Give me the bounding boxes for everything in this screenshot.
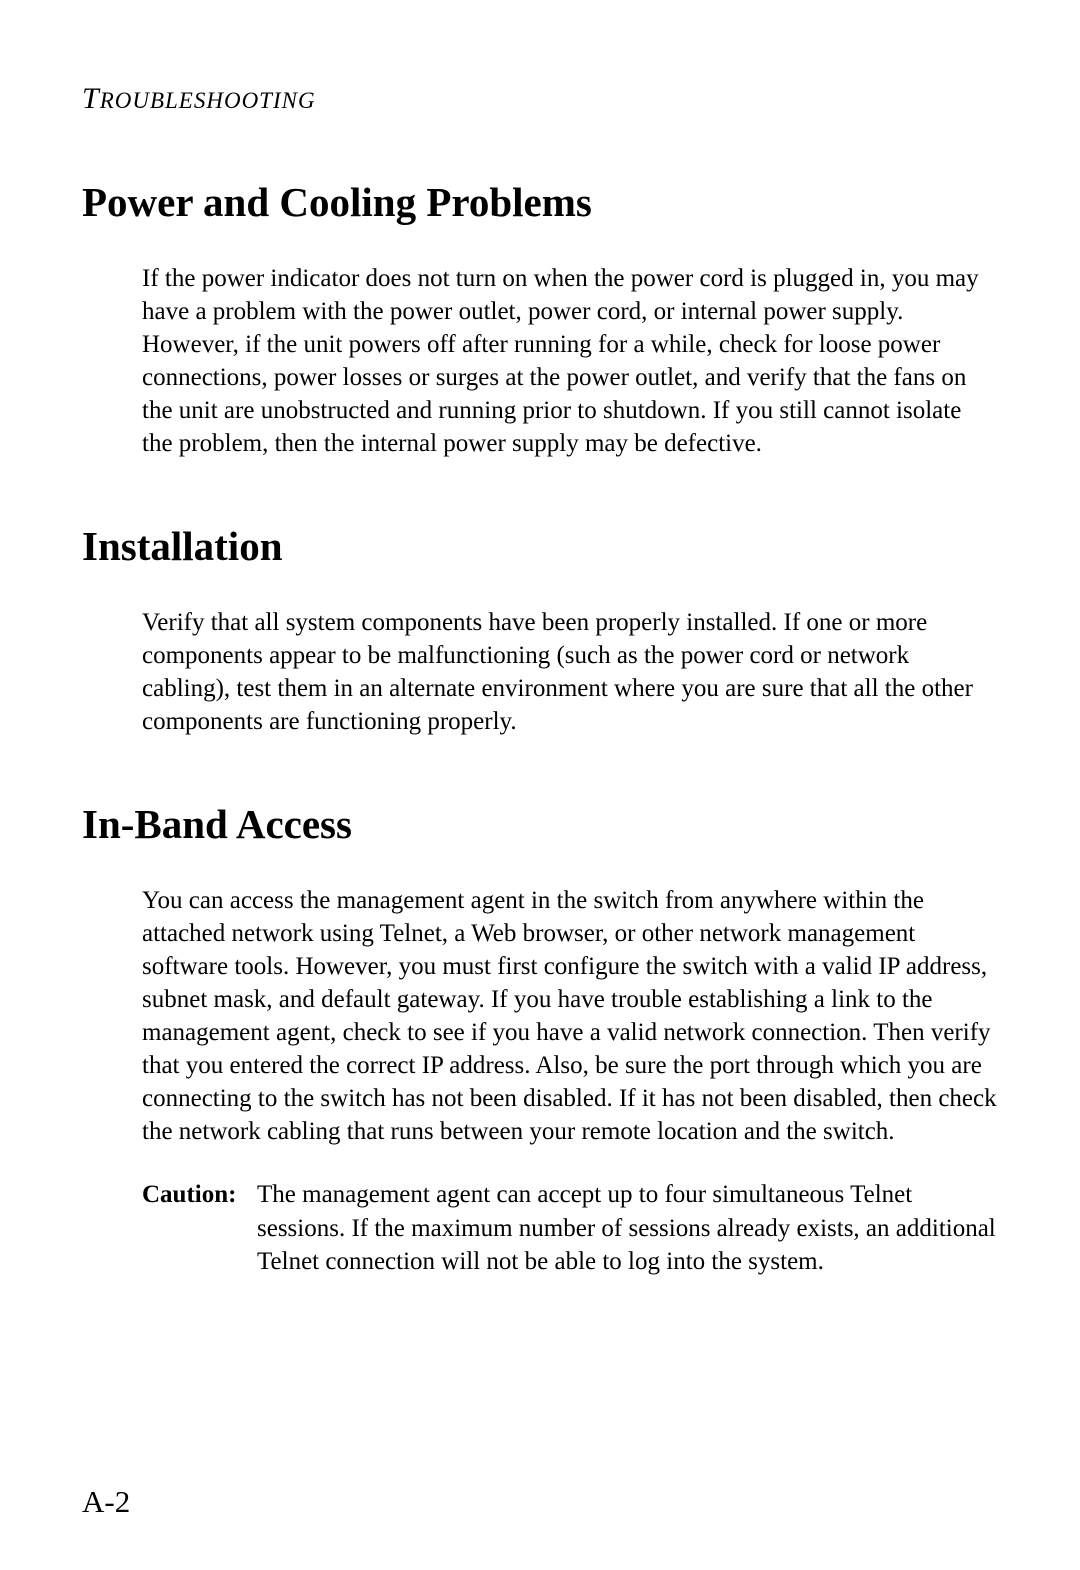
caution-block: Caution: The management agent can accept… [142, 1178, 998, 1279]
header-first-letter: T [82, 82, 100, 115]
page-header: TROUBLESHOOTING [82, 82, 998, 116]
page-number: A-2 [82, 1484, 130, 1520]
section-paragraph-installation: Verify that all system components have b… [142, 606, 998, 738]
caution-text: The management agent can accept up to fo… [257, 1178, 998, 1279]
section-heading-inband: In-Band Access [82, 800, 998, 848]
section-heading-installation: Installation [82, 522, 998, 570]
section-heading-power: Power and Cooling Problems [82, 178, 998, 226]
header-rest: ROUBLESHOOTING [100, 88, 316, 113]
section-paragraph-power: If the power indicator does not turn on … [142, 262, 998, 460]
section-paragraph-inband: You can access the management agent in t… [142, 884, 998, 1148]
caution-label: Caution: [142, 1178, 257, 1279]
